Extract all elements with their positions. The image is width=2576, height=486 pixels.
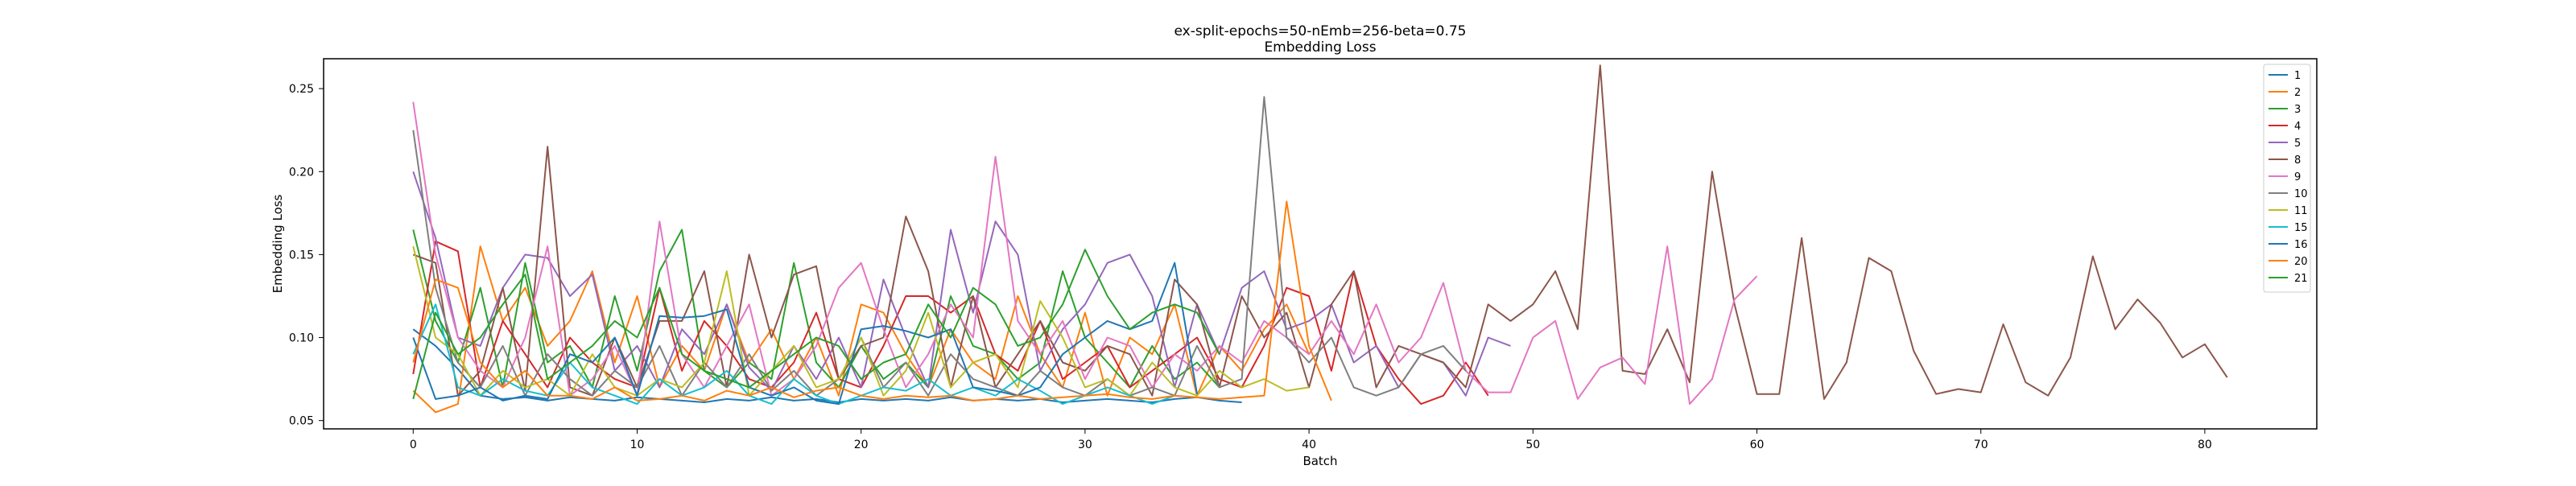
x-tick-label: 10 — [630, 439, 645, 451]
y-tick-label: 0.10 — [289, 332, 314, 345]
y-tick-label: 0.15 — [289, 249, 314, 262]
y-axis-label: Embedding Loss — [270, 194, 285, 293]
plot-area — [412, 64, 2228, 414]
legend-label-1: 1 — [2294, 70, 2301, 82]
y-tick-label: 0.20 — [289, 166, 314, 179]
legend-label-10: 10 — [2294, 188, 2308, 200]
x-tick-label: 0 — [410, 439, 417, 451]
series-line-10 — [412, 96, 1467, 397]
chart-subtitle: Embedding Loss — [1264, 39, 1376, 56]
series-line-15 — [412, 303, 1175, 406]
legend-label-15: 15 — [2294, 222, 2308, 234]
plot-frame — [323, 58, 2318, 430]
legend: 1 2 3 4 5 8 9 10 11 15 16 20 21 — [2263, 64, 2311, 293]
legend-label-5: 5 — [2294, 138, 2301, 150]
chart-title: ex-split-epochs=50-nEmb=256-beta=0.75 — [1174, 23, 1466, 39]
series-line-21 — [412, 249, 1220, 400]
legend-frame — [2263, 64, 2311, 293]
series-line-11 — [412, 245, 1310, 397]
legend-label-8: 8 — [2294, 154, 2301, 167]
y-tick-label: 0.05 — [289, 415, 314, 428]
x-tick-label: 20 — [854, 439, 869, 451]
series-line-5 — [412, 171, 1511, 397]
legend-label-9: 9 — [2294, 171, 2301, 183]
y-tick-label: 0.25 — [289, 83, 314, 96]
x-tick-label: 70 — [1974, 439, 1988, 451]
y-axis-ticks: 0.05 0.10 0.15 0.20 0.25 — [289, 83, 324, 428]
legend-label-3: 3 — [2294, 104, 2301, 116]
legend-label-16: 16 — [2294, 239, 2308, 251]
x-tick-label: 30 — [1078, 439, 1092, 451]
series-line-20 — [412, 200, 1332, 402]
x-tick-label: 80 — [2198, 439, 2212, 451]
series-line-2 — [412, 245, 1311, 414]
legend-label-20: 20 — [2294, 256, 2308, 268]
legend-label-4: 4 — [2294, 121, 2301, 133]
x-tick-label: 60 — [1750, 439, 1765, 451]
x-axis-label: Batch — [1302, 454, 1337, 468]
legend-label-21: 21 — [2294, 273, 2308, 285]
x-tick-label: 50 — [1525, 439, 1540, 451]
x-axis-ticks: 0 10 20 30 40 50 60 70 80 — [410, 429, 2212, 451]
series-line-8 — [412, 64, 2228, 400]
legend-label-11: 11 — [2294, 205, 2308, 217]
x-tick-label: 40 — [1302, 439, 1316, 451]
legend-label-2: 2 — [2294, 87, 2301, 99]
